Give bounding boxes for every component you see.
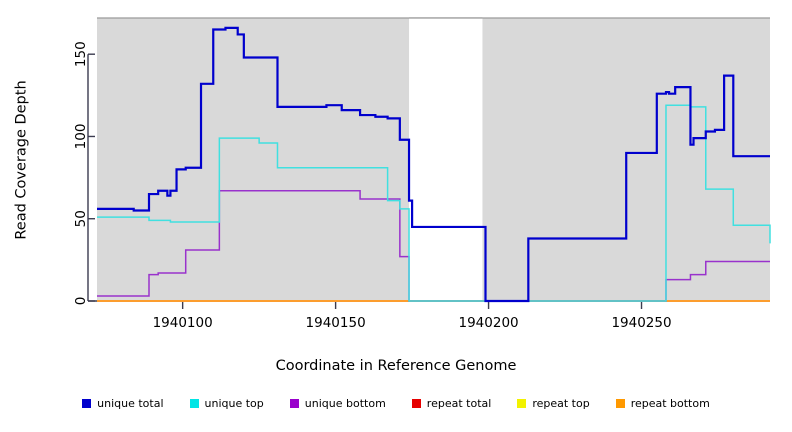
legend-label: repeat total	[426, 397, 492, 410]
legend-item[interactable]: repeat bottom	[615, 397, 710, 410]
x-axis-label: Coordinate in Reference Genome	[275, 358, 517, 374]
y-axis-tick-label: 150	[73, 41, 89, 67]
legend-label: unique top	[204, 397, 264, 410]
legend-label: repeat top	[532, 397, 590, 410]
legend-label: unique total	[97, 397, 164, 410]
legend-swatch-icon	[289, 399, 299, 408]
x-axis-tick-label: 1940150	[306, 315, 366, 331]
y-axis-tick-label: 0	[73, 297, 89, 306]
series-line-unique-top	[97, 104, 771, 302]
legend-label: unique bottom	[304, 397, 386, 410]
chart-legend: unique total unique top unique bottom repea…	[0, 398, 792, 409]
x-axis-tick-label: 1940200	[459, 315, 519, 331]
legend-label: repeat bottom	[630, 397, 710, 410]
legend-swatch-icon	[411, 399, 421, 408]
legend-item[interactable]: unique total	[82, 397, 164, 410]
legend-swatch-icon	[615, 399, 625, 408]
series-line-unique-total	[97, 26, 770, 303]
y-axis-tick-label: 100	[73, 124, 89, 150]
x-axis-tick-label: 1940250	[611, 315, 671, 331]
legend-item[interactable]: unique top	[189, 397, 264, 410]
no-coverage-gap	[409, 18, 483, 301]
legend-swatch-icon	[189, 399, 199, 408]
legend-item[interactable]: repeat total	[411, 397, 492, 410]
x-axis-tick-label: 1940100	[153, 315, 213, 331]
legend-item[interactable]: repeat top	[517, 397, 590, 410]
legend-item[interactable]: unique bottom	[289, 397, 386, 410]
legend-swatch-icon	[82, 399, 92, 408]
legend-swatch-icon	[517, 399, 527, 408]
y-axis-tick-label: 50	[73, 210, 89, 227]
